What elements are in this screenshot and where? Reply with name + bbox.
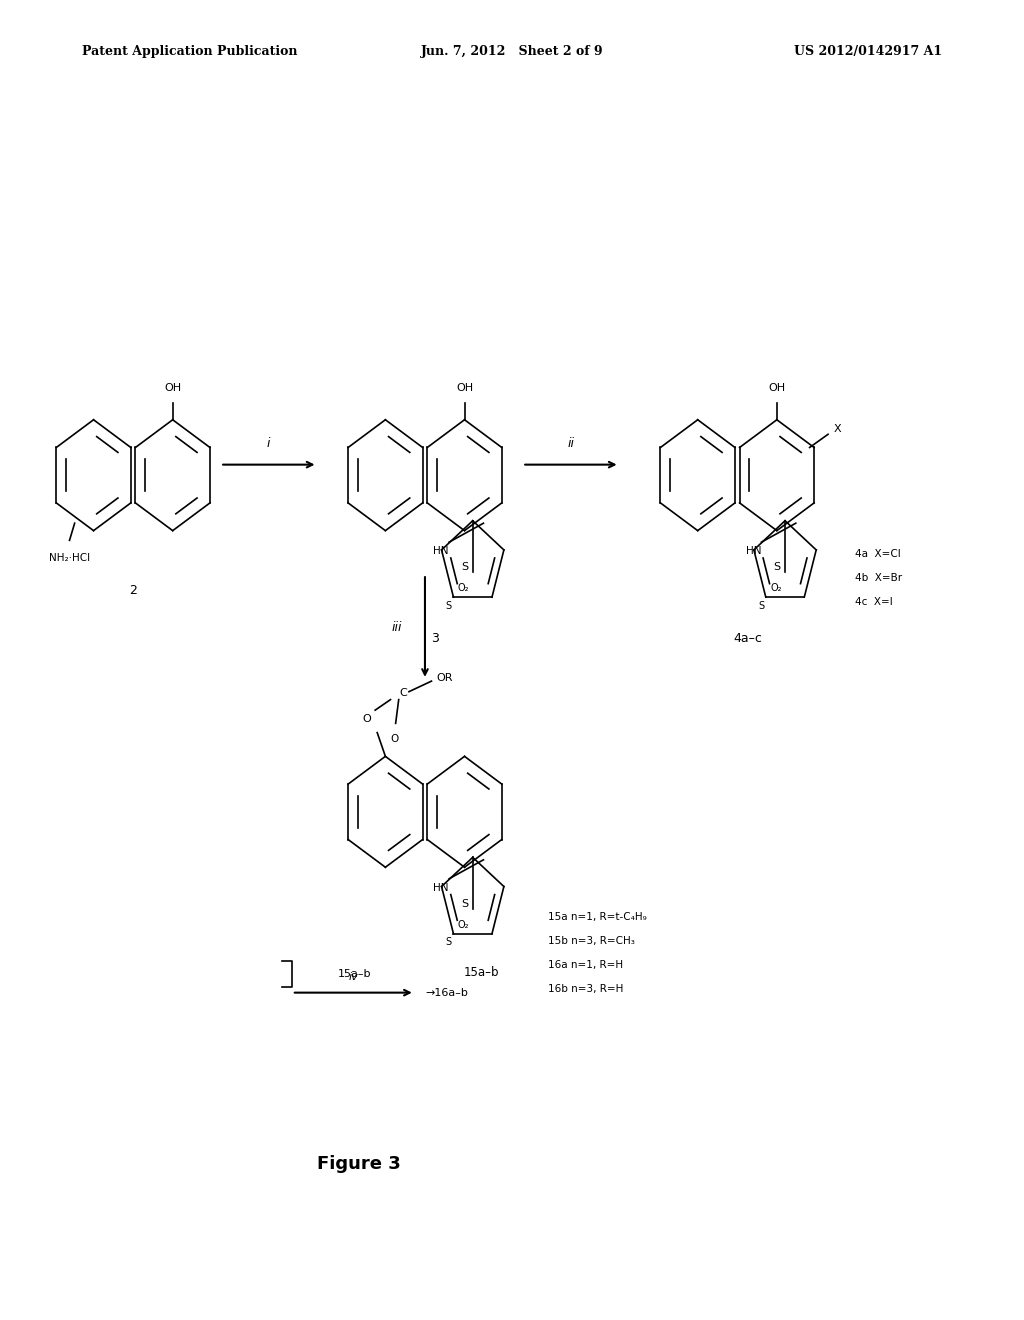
Text: HN: HN (433, 546, 449, 556)
Text: X: X (834, 424, 841, 434)
Text: O₂: O₂ (458, 920, 469, 929)
Text: ii: ii (567, 437, 574, 450)
Text: OH: OH (164, 383, 181, 393)
Text: Jun. 7, 2012   Sheet 2 of 9: Jun. 7, 2012 Sheet 2 of 9 (421, 45, 603, 58)
Text: OH: OH (456, 383, 473, 393)
Text: OH: OH (768, 383, 785, 393)
Text: 15a–b: 15a–b (338, 969, 372, 979)
Text: OR: OR (436, 673, 453, 684)
Text: 16a n=1, R=H: 16a n=1, R=H (548, 960, 623, 970)
Text: US 2012/0142917 A1: US 2012/0142917 A1 (794, 45, 942, 58)
Text: iii: iii (392, 620, 402, 634)
Text: C: C (399, 688, 407, 698)
Text: HN: HN (433, 883, 449, 892)
Text: 15a n=1, R=t-C₄H₉: 15a n=1, R=t-C₄H₉ (548, 912, 646, 923)
Text: S: S (461, 562, 468, 572)
Text: 2: 2 (129, 583, 137, 597)
Text: O: O (390, 734, 398, 744)
Text: i: i (267, 437, 270, 450)
Text: 15a–b: 15a–b (464, 966, 499, 979)
Text: 4a–c: 4a–c (733, 632, 762, 645)
Text: 15b n=3, R=CH₃: 15b n=3, R=CH₃ (548, 936, 635, 946)
Text: O₂: O₂ (458, 583, 469, 593)
Text: O₂: O₂ (770, 583, 781, 593)
Text: S: S (445, 937, 452, 948)
Text: NH₂·HCl: NH₂·HCl (49, 553, 90, 562)
Text: 16b n=3, R=H: 16b n=3, R=H (548, 983, 624, 994)
Text: O: O (362, 714, 372, 725)
Text: S: S (758, 601, 764, 611)
Text: HN: HN (745, 546, 761, 556)
Text: 3: 3 (431, 632, 439, 645)
Text: 4c  X=I: 4c X=I (855, 597, 893, 607)
Text: 4b  X=Br: 4b X=Br (855, 573, 902, 583)
Text: →16a–b: →16a–b (425, 987, 468, 998)
Text: iv: iv (348, 972, 358, 982)
Text: 4a  X=Cl: 4a X=Cl (855, 549, 901, 560)
Text: Patent Application Publication: Patent Application Publication (82, 45, 297, 58)
Text: S: S (445, 601, 452, 611)
Text: S: S (773, 562, 780, 572)
Text: Figure 3: Figure 3 (316, 1155, 400, 1173)
Text: S: S (461, 899, 468, 908)
